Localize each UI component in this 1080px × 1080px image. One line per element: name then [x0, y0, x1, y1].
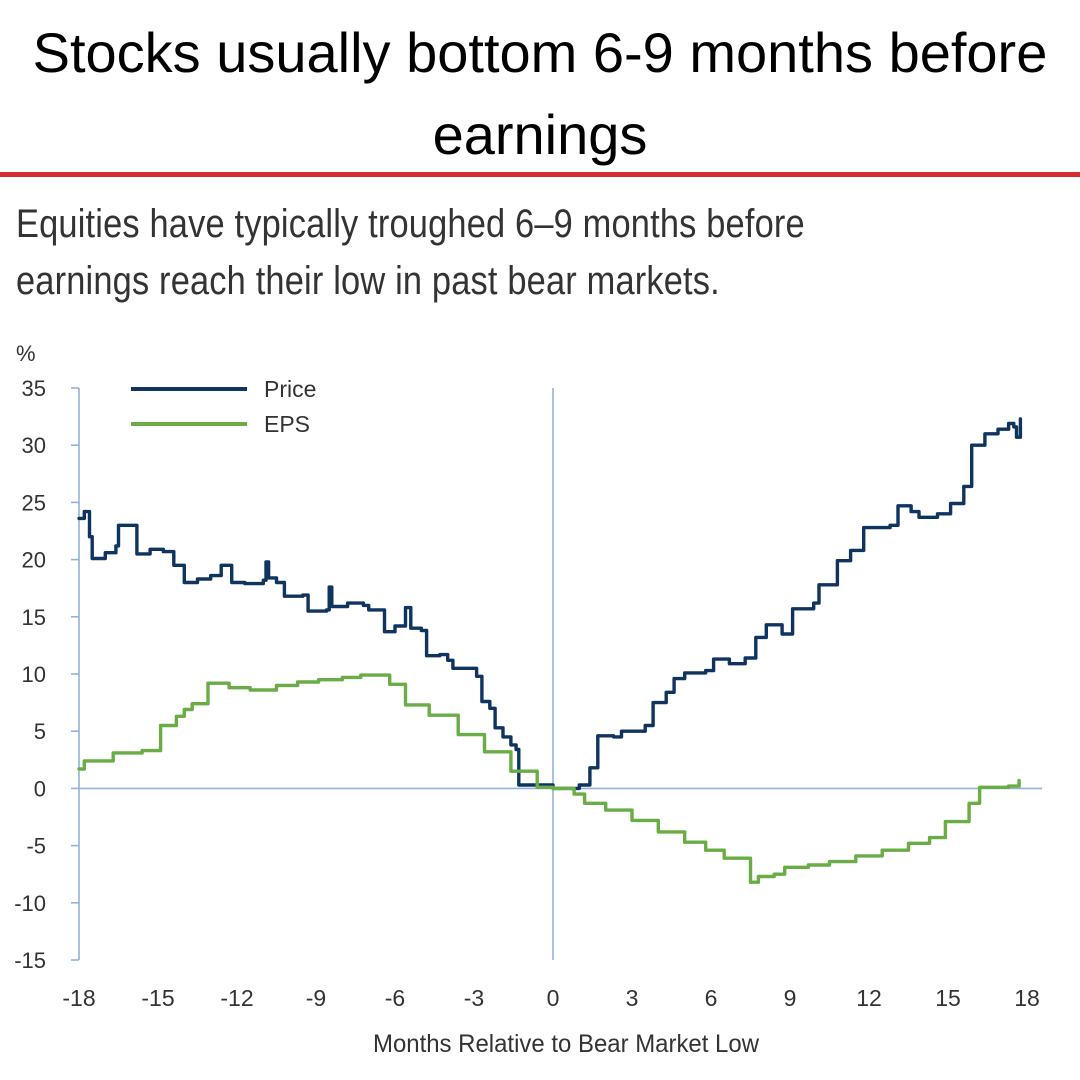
x-tick-label: -6	[385, 985, 405, 1011]
x-tick-label: -12	[220, 985, 253, 1011]
x-tick-label: -18	[62, 985, 95, 1011]
x-tick-label: 15	[935, 985, 961, 1011]
y-axis: 35 30 25 20 15 10 5 0 -5 -10 -15	[14, 376, 80, 973]
x-tick-label: 18	[1014, 985, 1040, 1011]
x-axis-label: Months Relative to Bear Market Low	[373, 1030, 760, 1058]
y-tick-label: 35	[22, 376, 46, 401]
x-tick-label: -9	[306, 985, 326, 1011]
series-line-price	[77, 417, 1023, 791]
accent-rule	[0, 172, 1080, 177]
series-layer	[77, 417, 1023, 884]
legend-label: EPS	[264, 411, 310, 437]
legend: Price EPS	[131, 376, 316, 437]
y-tick-label: 15	[22, 605, 46, 630]
x-tick-label: -15	[141, 985, 174, 1011]
y-tick-label: -15	[14, 948, 46, 973]
headline: Stocks usually bottom 6-9 months before …	[32, 21, 1048, 166]
x-tick-label: 6	[705, 985, 718, 1011]
x-tick-label: 3	[626, 985, 639, 1011]
x-tick-label: 12	[856, 985, 882, 1011]
x-tick-label: 9	[784, 985, 797, 1011]
series-line-eps	[77, 673, 1021, 884]
y-tick-label: 10	[22, 662, 46, 687]
y-axis-label: %	[16, 341, 36, 366]
x-tick-label: 0	[547, 985, 560, 1011]
y-tick-label: 20	[22, 548, 46, 573]
y-tick-label: 5	[34, 719, 46, 744]
chart-title: Equities have typically troughed 6–9 mon…	[16, 202, 805, 303]
y-tick-label: 30	[22, 433, 46, 458]
y-tick-label: -5	[26, 834, 46, 859]
y-tick-label: -10	[14, 891, 46, 916]
y-tick-label: 25	[22, 490, 46, 515]
legend-label: Price	[264, 376, 316, 402]
y-tick-label: 0	[34, 776, 46, 801]
x-tick-label: -3	[464, 985, 484, 1011]
